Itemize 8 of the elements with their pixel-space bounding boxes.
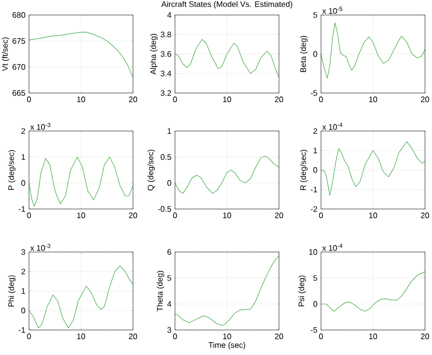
line-series [320,141,426,196]
line-series [320,22,426,78]
line-series [28,32,134,78]
line-series [174,256,280,326]
line-series [28,156,134,207]
line-series [174,39,280,78]
line-series [28,265,134,328]
line-series [174,156,280,194]
